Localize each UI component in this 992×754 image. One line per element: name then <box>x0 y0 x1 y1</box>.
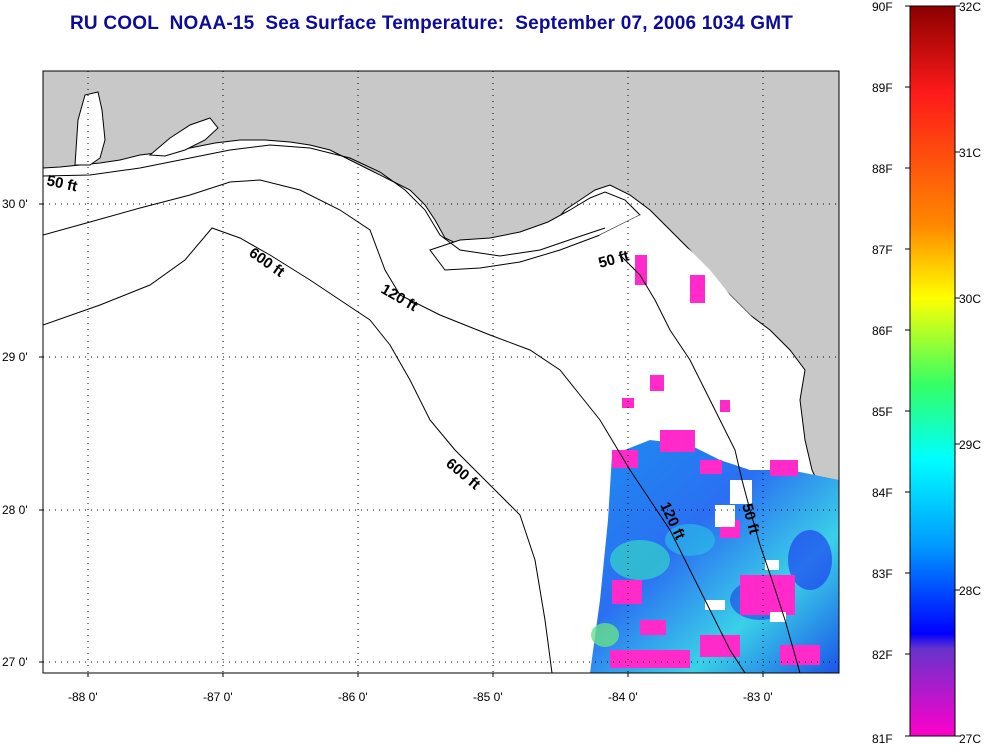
contour-label: 50 ft <box>45 172 79 195</box>
scale-f-label: 84F <box>872 486 893 500</box>
scale-c-label: 27C <box>959 732 982 746</box>
apalachee-bay <box>429 191 641 271</box>
lat-label: 30 0' <box>2 197 28 211</box>
scale-f-label: 86F <box>872 324 893 338</box>
lat-label: 27 0' <box>2 655 28 669</box>
scale-c-label: 29C <box>959 438 982 452</box>
scale-f-label: 83F <box>872 567 893 581</box>
scale-f-label: 90F <box>872 0 893 14</box>
tick-marks <box>39 203 764 677</box>
map-title: RU COOL NOAA-15 Sea Surface Temperature:… <box>70 13 794 34</box>
scale-f-label: 81F <box>872 732 893 746</box>
scale-f-label: 89F <box>872 81 893 95</box>
lon-label: -85 0' <box>473 690 503 704</box>
pensacola-bay <box>148 117 219 157</box>
lon-label: -88 0' <box>68 690 98 704</box>
lat-label: 29 0' <box>2 350 28 364</box>
lon-label: -87 0' <box>203 690 233 704</box>
color-scale-ticks <box>905 5 960 737</box>
map-frame <box>42 70 840 674</box>
scale-f-label: 85F <box>872 405 893 419</box>
scale-c-label: 32C <box>959 0 982 14</box>
scale-c-label: 28C <box>959 584 982 598</box>
scale-f-label: 87F <box>872 243 893 257</box>
graticule <box>43 71 839 673</box>
color-scale-bar <box>909 5 956 737</box>
scale-f-label: 82F <box>872 648 893 662</box>
lon-label: -86 0' <box>338 690 368 704</box>
depth-contours <box>43 144 801 673</box>
scale-c-label: 30C <box>959 292 982 306</box>
scale-c-label: 31C <box>959 146 982 160</box>
mobile-bay <box>74 91 106 166</box>
sst-swath <box>590 255 839 673</box>
lon-label: -83 0' <box>743 690 773 704</box>
lon-label: -84 0' <box>608 690 638 704</box>
lat-label: 28 0' <box>2 503 28 517</box>
scale-f-label: 88F <box>872 162 893 176</box>
